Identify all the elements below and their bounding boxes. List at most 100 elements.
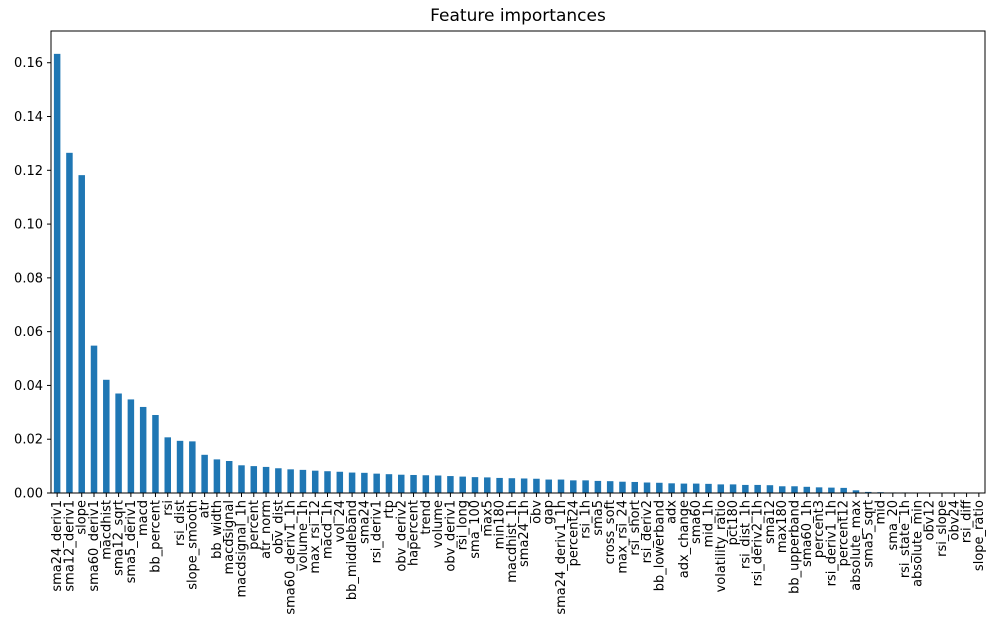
bar-volume_1h [299, 469, 307, 493]
bar-rsi_deriv2_1h [754, 484, 761, 493]
x-tick-label: rsi_deriv1 [370, 500, 385, 563]
x-tick-label: volume_1h [296, 500, 311, 571]
x-tick-label: mid [874, 500, 889, 525]
bar-sma24_deriv1_1h [557, 479, 565, 493]
bar-volatility_ratio [717, 484, 725, 493]
y-tick-label: 0.08 [14, 271, 43, 286]
x-tick-label: macd_1h [321, 500, 336, 559]
x-tick-label: bb_lowerband [652, 500, 667, 591]
x-tick-label: percent [247, 500, 262, 550]
x-tick-label: rtp [382, 500, 397, 519]
bar-sma12_deriv1 [66, 152, 73, 493]
x-tick-label: macd [136, 500, 151, 536]
bar-trend [422, 475, 430, 493]
x-tick-label: rsi_deriv2_1h [751, 500, 766, 586]
bar-macdsignal_1h [238, 465, 245, 493]
bar-macdhist_1h [508, 478, 516, 493]
bar-sma24_1h [520, 478, 528, 493]
x-tick-label: absolute_max [849, 500, 864, 591]
bar-sma_100 [471, 477, 479, 493]
x-tick-label: obv24 [947, 500, 962, 540]
bar-rsi [164, 437, 171, 493]
x-tick-label: rsi_diff [960, 499, 975, 543]
bar-percent [250, 466, 258, 493]
x-tick-label: rsi_long [456, 500, 471, 550]
bar-rsi_long [459, 476, 466, 493]
bar-rsi_short [631, 481, 638, 493]
bar-obv_dist [275, 468, 282, 493]
bar-sma60_deriv1 [90, 345, 98, 493]
x-tick-label: sma5_sqrt [861, 500, 876, 568]
x-tick-label: atr [198, 499, 213, 518]
bar-macd_1h [324, 471, 331, 493]
x-tick-label: max_rsi_24 [615, 500, 630, 574]
bar-sma5_deriv1 [127, 399, 135, 493]
plot-area [51, 31, 985, 493]
bar-cross_soft [606, 481, 614, 493]
x-tick-label: sma24 [357, 500, 372, 544]
x-tick-label: rsi_slope [935, 500, 950, 557]
x-tick-label: adx_change [677, 500, 692, 578]
bar-max180 [778, 486, 786, 493]
x-tick-label: sma24_1h [517, 500, 532, 567]
x-tick-label: cross_soft [603, 500, 618, 564]
x-tick-label: obv_deriv2 [394, 500, 409, 572]
bar-volume [434, 475, 442, 493]
bar-atr [201, 454, 208, 493]
bar-bb_middleband [348, 472, 356, 493]
x-tick-label: sma60_deriv1 [87, 500, 102, 592]
bar-percent24 [570, 480, 577, 493]
x-tick-label: sma5_deriv1 [124, 500, 139, 583]
x-tick-label: slope_ratio [972, 500, 987, 571]
bar-rsi_deriv1_1h [828, 487, 835, 493]
x-tick-label: macdsignal_1h [234, 500, 249, 598]
y-tick-label: 0.10 [14, 218, 43, 233]
x-tick-label: rsi_short [628, 500, 643, 556]
x-tick-label: max_rsi_12 [308, 500, 323, 574]
bar-bb_lowerband [656, 482, 663, 493]
bar-sma12_sqrt [115, 393, 122, 493]
y-tick-label: 0.00 [14, 487, 43, 502]
y-tick-label: 0.12 [14, 164, 43, 179]
x-tick-label: macdhist [99, 500, 114, 560]
x-tick-label: percent12 [837, 500, 852, 566]
bar-adx_change [680, 483, 688, 493]
x-tick-label: absolute_min [910, 500, 925, 587]
bar-vol_24 [336, 471, 344, 493]
x-tick-label: vol_24 [333, 500, 348, 542]
bar-rsi_dist_1h [742, 484, 749, 493]
bar-bb_percent [152, 415, 159, 493]
x-tick-label: sma24_deriv1_1h [554, 500, 569, 615]
x-tick-label: sma12_deriv1 [62, 500, 77, 592]
bar-obv [533, 478, 540, 493]
bar-macdhist [103, 379, 110, 493]
x-tick-label: rsi_deriv2 [640, 500, 655, 563]
x-tick-label: hapercent [407, 500, 422, 566]
x-tick-label: max5 [480, 500, 495, 537]
x-tick-label: rsi [161, 500, 176, 516]
bar-rsi_deriv2 [643, 482, 651, 493]
y-tick-label: 0.14 [14, 110, 43, 125]
bar-obv_deriv1 [447, 476, 454, 493]
bar-sma24_deriv1 [53, 53, 61, 494]
chart-title: Feature importances [430, 6, 606, 26]
bar-gap [545, 479, 552, 493]
x-tick-label: rsi_deriv1_1h [824, 500, 839, 586]
bar-hapercent [410, 474, 417, 493]
bar-max5 [484, 477, 491, 493]
y-tick-label: 0.16 [14, 56, 43, 71]
x-tick-label: obv_dist [271, 500, 286, 554]
x-tick-label: bb_width [210, 500, 225, 559]
bar-absolute_max [852, 490, 860, 493]
bar-atr_norm [262, 466, 270, 493]
x-tick-label: trend [419, 500, 434, 535]
y-tick-label: 0.04 [14, 379, 43, 394]
bar-slope_smooth [189, 441, 196, 493]
x-tick-label: slope [75, 500, 90, 535]
x-tick-label: sma12 [763, 500, 778, 544]
x-tick-label: macdhist_1h [505, 500, 520, 583]
bar-sma60 [692, 483, 700, 493]
bar-rsi_1h [582, 480, 589, 493]
x-tick-label: percent24 [566, 500, 581, 566]
x-tick-label: gap [542, 500, 557, 524]
